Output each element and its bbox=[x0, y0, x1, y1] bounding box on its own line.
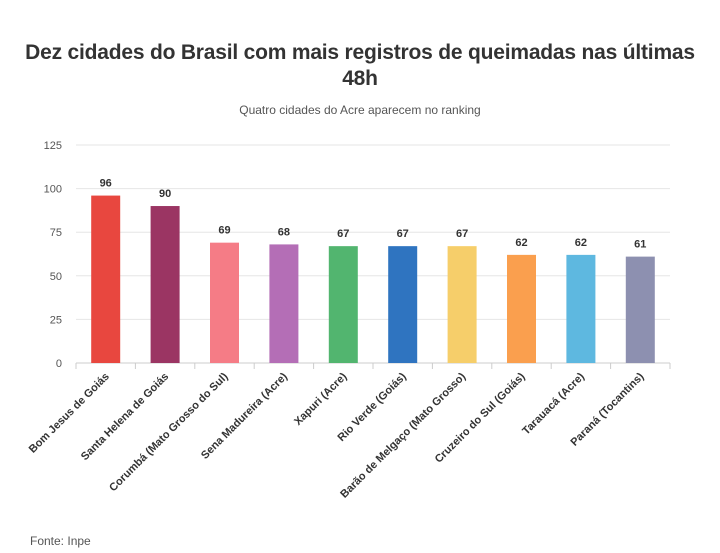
chart-source: Fonte: Inpe bbox=[30, 534, 91, 548]
x-category-label: Corumbá (Mato Grosso do Sul) bbox=[107, 370, 231, 494]
bar bbox=[507, 254, 536, 363]
bar bbox=[388, 246, 418, 363]
chart-title: Dez cidades do Brasil com mais registros… bbox=[25, 41, 695, 90]
x-category-label: Barão de Melgaço (Mato Grosso) bbox=[338, 370, 468, 500]
bar bbox=[150, 206, 180, 363]
bar bbox=[91, 195, 121, 363]
bar bbox=[328, 246, 358, 363]
chart-subtitle: Quatro cidades do Acre aparecem no ranki… bbox=[239, 103, 481, 117]
y-tick-label: 25 bbox=[50, 314, 62, 326]
bar bbox=[447, 246, 477, 363]
data-label: 69 bbox=[218, 225, 230, 237]
data-label: 62 bbox=[575, 237, 587, 249]
y-tick-label: 75 bbox=[50, 227, 62, 239]
data-label: 68 bbox=[278, 226, 290, 238]
y-tick-label: 0 bbox=[56, 358, 62, 370]
bar bbox=[625, 256, 655, 363]
y-tick-label: 50 bbox=[50, 271, 62, 283]
data-label: 62 bbox=[515, 237, 527, 249]
data-label: 67 bbox=[337, 228, 349, 240]
y-tick-label: 100 bbox=[44, 184, 62, 196]
data-label: 90 bbox=[159, 188, 171, 200]
data-label: 67 bbox=[456, 228, 468, 240]
data-label: 61 bbox=[634, 239, 646, 251]
bar bbox=[566, 254, 596, 363]
data-label: 67 bbox=[397, 228, 409, 240]
x-category-label: Xapuri (Acre) bbox=[292, 370, 350, 428]
bar bbox=[210, 242, 239, 363]
data-label: 96 bbox=[100, 178, 112, 190]
bar bbox=[269, 244, 299, 363]
x-category-label: Tarauacá (Acre) bbox=[520, 370, 587, 437]
y-tick-label: 125 bbox=[44, 140, 62, 152]
